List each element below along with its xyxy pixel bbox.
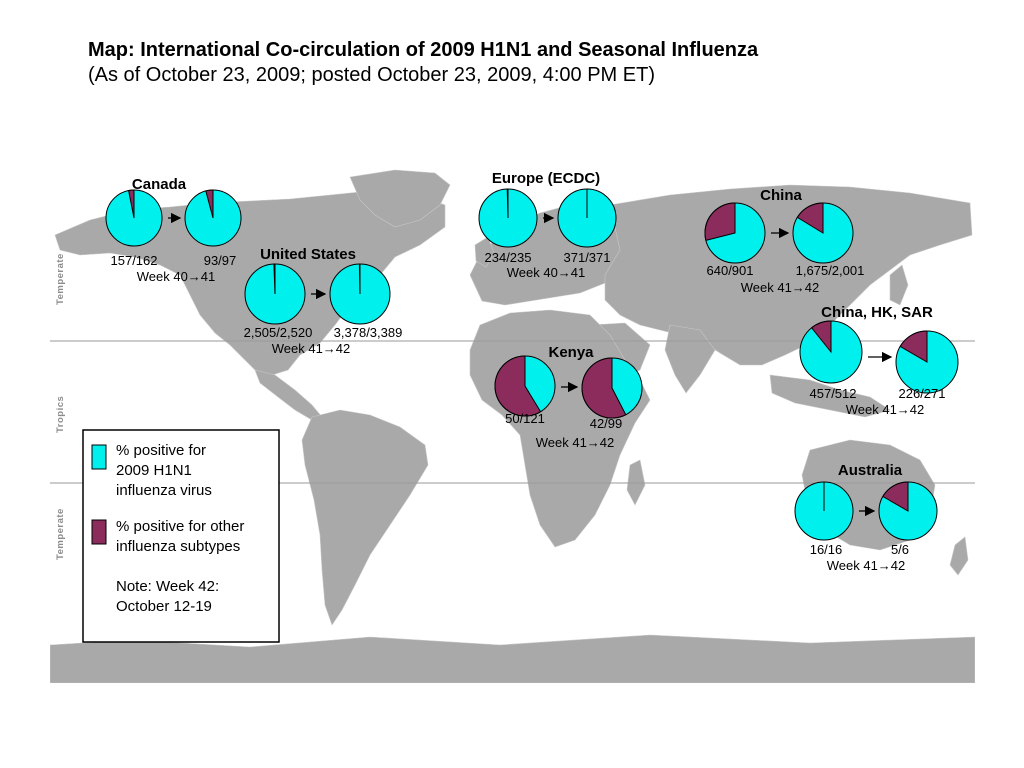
region-china-hk-sar-pie-1-label: 457/512	[810, 386, 857, 401]
region-canada-pie-2-other-slice	[205, 189, 214, 219]
legend-label-other-line2: influenza subtypes	[116, 538, 240, 555]
region-kenya: Kenya 50/121 42/99 Week 41→42	[494, 344, 643, 450]
region-china-hk-sar-pie-2-other-slice	[899, 330, 928, 363]
landmass-south-america	[301, 409, 429, 626]
region-china-pie-2-other-slice	[796, 202, 824, 234]
region-canada-week: Week 40→41	[137, 269, 216, 284]
region-australia-pie-2-label: 5/6	[891, 542, 909, 557]
landmass-greenland	[349, 169, 451, 228]
region-kenya-week: Week 41→42	[536, 435, 615, 450]
region-china-pie-2-label: 1,675/2,001	[796, 263, 865, 278]
region-europe-ecdc-name: Europe (ECDC)	[492, 170, 600, 187]
legend-swatch-other	[91, 519, 107, 545]
map-title: Map: International Co-circulation of 200…	[88, 39, 759, 61]
region-china-hk-sar-week: Week 41→42	[846, 402, 925, 417]
region-australia-pie-2-other-slice	[882, 481, 909, 512]
legend-label-h1n1-line1: % positive for	[116, 442, 206, 459]
legend-swatch-h1n1	[91, 444, 107, 470]
region-united-states-name: United States	[260, 246, 356, 263]
map-subtitle: (As of October 23, 2009; posted October …	[88, 64, 655, 86]
region-united-states-pie-2-other-slice	[358, 263, 361, 295]
band-label-south-temperate: Temperate	[55, 508, 66, 560]
landmass-antarctica	[50, 634, 975, 683]
region-united-states: United States 2,505/2,520 3,378/3,389Week …	[244, 246, 403, 356]
region-kenya-pie-2-label: 42/99	[590, 416, 623, 431]
region-australia-pie-1-label: 16/16	[810, 542, 843, 557]
region-europe-ecdc-pie-1-other-slice	[506, 188, 509, 219]
legend-note-line2: October 12-19	[116, 598, 212, 615]
landmass-japan	[889, 264, 909, 306]
region-kenya-name: Kenya	[548, 344, 594, 361]
landmass-new-zealand	[949, 536, 969, 576]
legend-note-line1: Note: Week 42:	[116, 578, 219, 595]
region-canada-pie-1-other-slice	[128, 189, 135, 219]
region-australia-name: Australia	[838, 462, 903, 479]
region-united-states-pie-1-other-slice	[273, 263, 276, 295]
region-united-states-pie-2-label: 3,378/3,389	[334, 325, 403, 340]
region-canada-pie-2-label: 93/97	[204, 253, 237, 268]
landmass-uk	[474, 236, 495, 268]
region-united-states-pie-1-label: 2,505/2,520	[244, 325, 313, 340]
legend-label-h1n1-line3: influenza virus	[116, 482, 212, 499]
legend: % positive for 2009 H1N1 influenza virus…	[82, 429, 280, 643]
band-label-tropics: Tropics	[55, 396, 66, 433]
region-china-pie-1-other-slice	[704, 202, 736, 242]
region-china-week: Week 41→42	[741, 280, 820, 295]
region-kenya-pie-1-label: 50/121	[505, 411, 545, 426]
landmass-india	[664, 324, 716, 394]
region-canada-pie-1-label: 157/162	[111, 253, 158, 268]
band-label-north-temperate: Temperate	[55, 253, 66, 305]
region-australia-week: Week 41→42	[827, 558, 906, 573]
title-block: Map: International Co-circulation of 200…	[88, 38, 988, 88]
region-china-hk-sar-name: China, HK, SAR	[821, 304, 933, 321]
region-china-pie-1-label: 640/901	[707, 263, 754, 278]
world-map: Temperate Tropics Temperate Canada 157/16…	[50, 165, 975, 683]
region-europe-ecdc-week: Week 40→41	[507, 265, 586, 280]
region-china-hk-sar-pie-1-other-slice	[810, 320, 832, 354]
region-europe-ecdc-pie-1-label: 234/235	[485, 250, 532, 265]
region-china: China 640/901 1,675/2,001 Week 41→42	[704, 187, 865, 295]
legend-label-other-line1: % positive for other	[116, 518, 244, 535]
landmass-southeast-asia	[769, 374, 891, 418]
region-kenya-pie-2-other-slice	[581, 357, 627, 419]
map-canvas: Temperate Tropics Temperate Canada 157/16…	[50, 169, 975, 683]
region-united-states-week: Week 41→42	[272, 341, 351, 356]
legend-box	[82, 429, 280, 643]
region-china-name: China	[760, 187, 802, 204]
landmass-central-america	[254, 369, 323, 421]
region-china-hk-sar-pie-2-label: 226/271	[899, 386, 946, 401]
region-europe-ecdc-pie-2-label: 371/371	[564, 250, 611, 265]
region-kenya-pie-1-other-slice	[494, 355, 542, 417]
legend-label-h1n1-line2: 2009 H1N1	[116, 462, 192, 479]
region-canada-name: Canada	[132, 176, 187, 193]
